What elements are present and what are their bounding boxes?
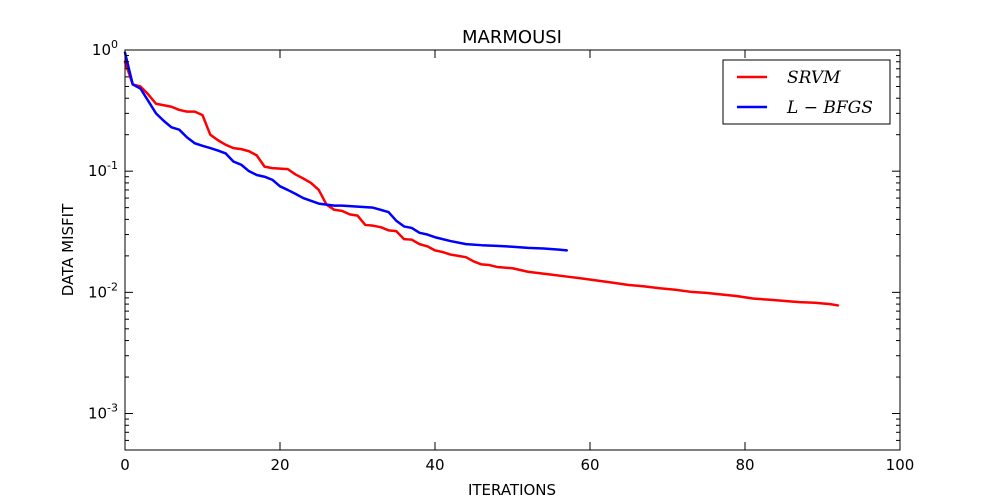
x-tick-label: 0	[120, 456, 130, 474]
series-line-srvm	[123, 60, 840, 307]
ticks-layer: 0 20 40 60 80 100 100 10-1 10-2 10-3	[88, 38, 914, 474]
legend: SRVM L − BFGS	[722, 59, 891, 125]
x-tick-label: 40	[425, 456, 444, 474]
series-layer	[123, 51, 840, 307]
series-line-l-bfgs	[123, 51, 568, 252]
y-tick-label: 10-3	[88, 402, 118, 423]
y-tick-label: 10-1	[88, 159, 118, 180]
plot-frame	[124, 49, 901, 451]
x-tick-label: 80	[735, 456, 754, 474]
y-tick-label: 100	[92, 38, 118, 59]
y-tick-label: 10-2	[88, 280, 118, 301]
legend-label: L − BFGS	[786, 98, 873, 118]
x-tick-label: 20	[270, 456, 289, 474]
chart-title: MARMOUSI	[462, 27, 562, 48]
legend-entries: SRVM L − BFGS	[737, 68, 873, 118]
legend-label: SRVM	[787, 68, 841, 88]
legend-box	[722, 59, 891, 125]
x-axis-title: ITERATIONS	[468, 481, 556, 499]
y-axis-title: DATA MISFIT	[59, 203, 77, 296]
x-tick-label: 100	[886, 456, 915, 474]
x-tick-label: 60	[580, 456, 599, 474]
